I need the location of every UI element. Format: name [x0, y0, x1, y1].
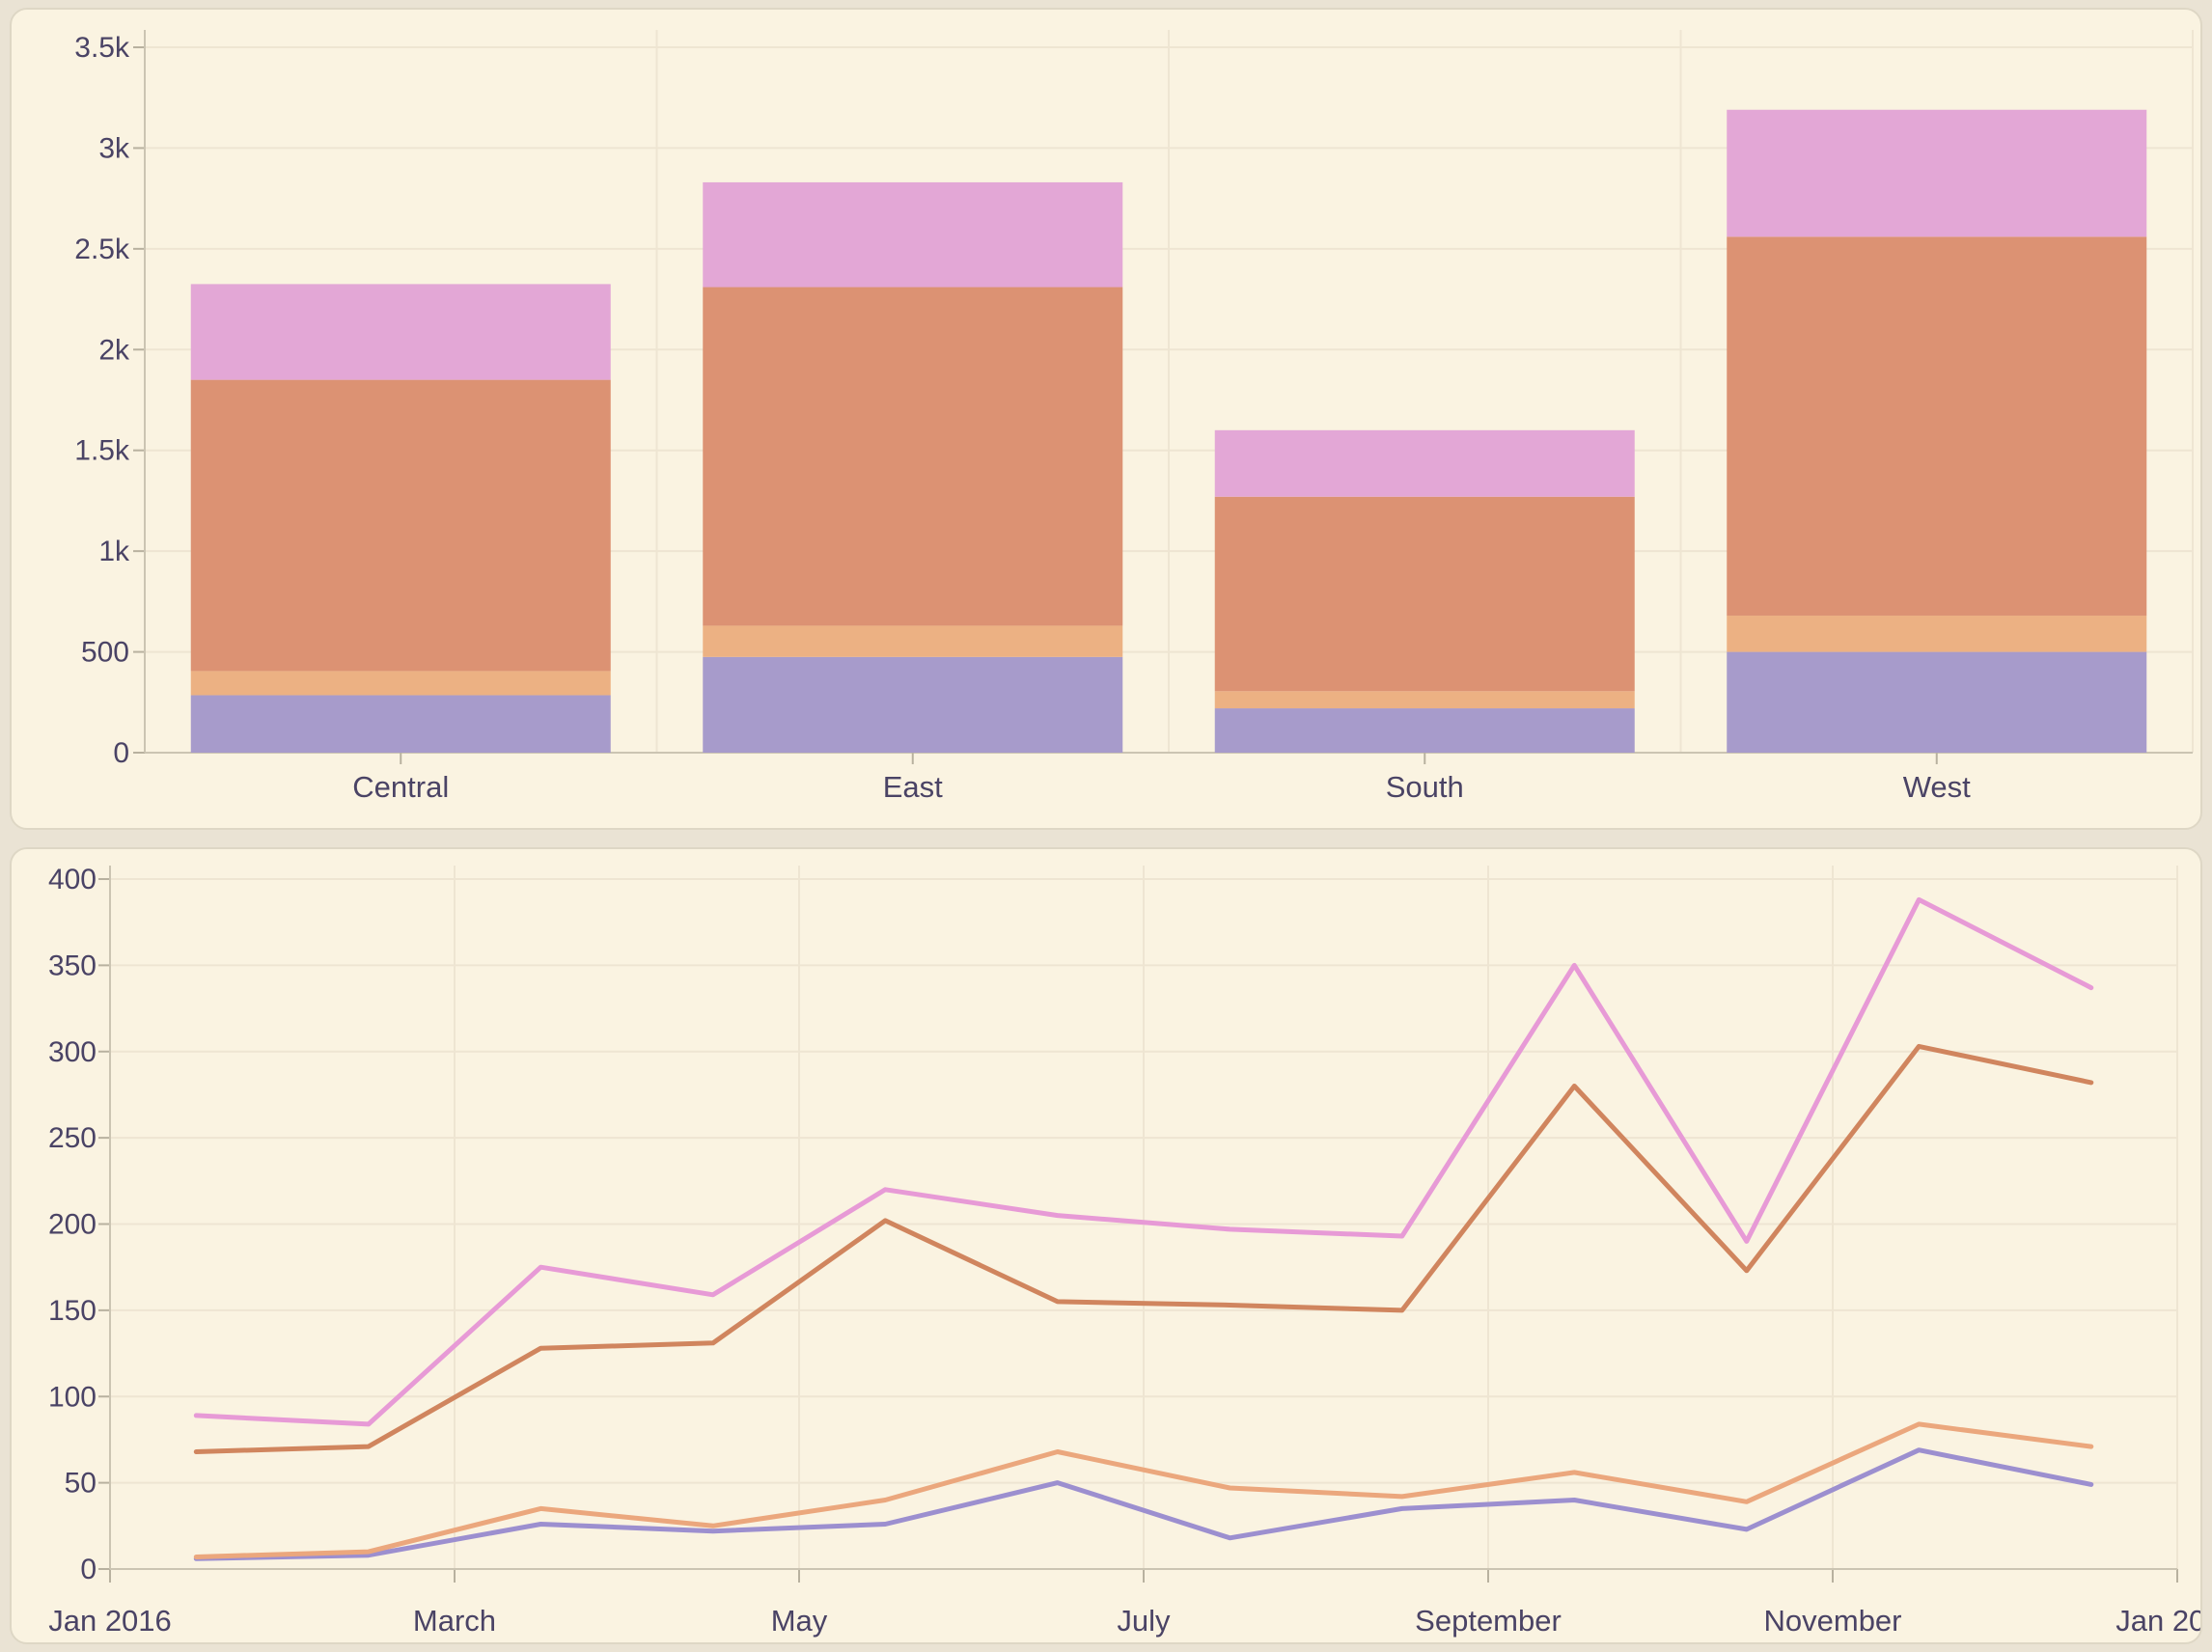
y-axis-tick-label: 1.5k: [74, 435, 130, 467]
x-axis-month-label: July: [1117, 1604, 1171, 1638]
y-axis-tick-label: 2.5k: [74, 234, 130, 265]
y-axis-tick-label: 0: [80, 1554, 97, 1585]
bar-segment-central-pink[interactable]: [190, 284, 611, 380]
x-axis-month-label: March: [413, 1604, 496, 1638]
bar-segment-west-pink[interactable]: [1727, 109, 2147, 237]
bar-segment-east-pink[interactable]: [703, 181, 1123, 288]
bar-segment-south-light-orange[interactable]: [1214, 691, 1635, 709]
y-axis-tick-label: 50: [65, 1468, 97, 1500]
y-axis-tick-label: 2k: [98, 334, 130, 366]
bar-segment-east-purple[interactable]: [703, 656, 1123, 753]
x-axis-month-label: May: [771, 1604, 828, 1638]
bar-segment-south-purple[interactable]: [1214, 708, 1635, 753]
y-axis-tick-label: 500: [81, 637, 129, 669]
x-axis-month-label: September: [1415, 1604, 1562, 1638]
line-series-salmon[interactable]: [193, 1043, 2094, 1454]
y-axis-tick-label: 250: [48, 1122, 97, 1154]
bar-chart-card: 0 500 1k 1.5k 2k 2.5k 3k 3.5k Central East South We…: [10, 8, 2202, 830]
line-series-pink[interactable]: [193, 896, 2094, 1427]
bar-segment-central-salmon[interactable]: [190, 379, 611, 672]
x-axis-month-label: November: [1764, 1604, 1902, 1638]
bar-segment-west-salmon[interactable]: [1727, 236, 2147, 616]
x-axis-month-label: Jan 2016: [48, 1604, 172, 1638]
y-axis-tick-label: 0: [113, 737, 129, 769]
bar-segment-west-light-orange[interactable]: [1727, 615, 2147, 652]
bar-segment-west-purple[interactable]: [1727, 651, 2147, 753]
bar-segment-south-salmon[interactable]: [1214, 496, 1635, 692]
y-axis-tick-label: 3.5k: [74, 32, 130, 64]
line-series-light-orange[interactable]: [193, 1421, 2094, 1559]
y-axis-tick-label: 350: [48, 950, 97, 981]
x-axis-category-label: Central: [352, 770, 449, 804]
y-axis-tick-label: 300: [48, 1036, 97, 1068]
x-axis-category-label: South: [1386, 770, 1464, 804]
y-axis-tick-label: 400: [48, 864, 97, 895]
y-axis-tick-label: 200: [48, 1209, 97, 1241]
line-chart[interactable]: 0 50 100 150 200 250 300 350 400 Jan 2016 March May…: [12, 849, 2202, 1644]
y-axis-tick-label: 3k: [98, 132, 130, 164]
x-axis-category-label: West: [1903, 770, 1971, 804]
bar-segment-central-light-orange[interactable]: [190, 671, 611, 696]
y-axis-tick-label: 100: [48, 1381, 97, 1413]
line-series-purple[interactable]: [193, 1447, 2094, 1561]
x-axis-month-label: Jan 2017: [2115, 1604, 2202, 1638]
line-chart-card: 0 50 100 150 200 250 300 350 400 Jan 2016 March May…: [10, 847, 2202, 1644]
x-axis-category-label: East: [883, 770, 943, 804]
bar-segment-central-purple[interactable]: [190, 695, 611, 753]
bar-segment-south-pink[interactable]: [1214, 429, 1635, 497]
y-axis-tick-label: 1k: [98, 536, 130, 567]
stacked-bar-chart[interactable]: 0 500 1k 1.5k 2k 2.5k 3k 3.5k Central East South We…: [12, 10, 2202, 830]
bar-segment-east-light-orange[interactable]: [703, 625, 1123, 657]
y-axis-tick-label: 150: [48, 1295, 97, 1327]
bar-segment-east-salmon[interactable]: [703, 287, 1123, 626]
